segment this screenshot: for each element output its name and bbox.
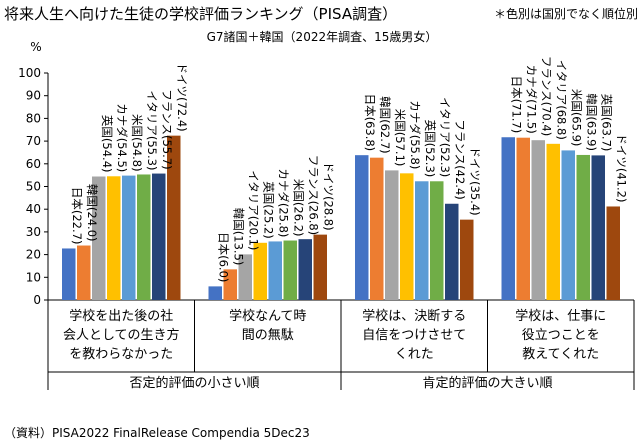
bar-data-label: フランス(70.4) xyxy=(539,56,553,136)
bar-data-label: 米国(54.8) xyxy=(130,114,144,172)
bar-data-label: 米国(26.2) xyxy=(291,179,305,237)
bar xyxy=(400,173,414,300)
y-tick-label: 20 xyxy=(26,248,41,262)
category-label: を教わらなかった xyxy=(69,346,173,362)
bar xyxy=(208,286,222,300)
category-label: 教えてくれた xyxy=(522,346,599,362)
bar-data-label: イタリア(20.1) xyxy=(246,170,260,250)
bar-data-label: ドイツ(35.4) xyxy=(468,147,482,216)
bar-data-label: ドイツ(28.8) xyxy=(321,162,335,231)
bar-data-label: 韓国(62.7) xyxy=(378,96,392,154)
bar-data-label: 韓国(24.0) xyxy=(85,184,99,242)
bar-data-label: 日本(6.0) xyxy=(216,232,230,282)
bar-data-label: 英国(54.4) xyxy=(100,115,114,173)
bar-data-label: 英国(25.2) xyxy=(261,181,275,239)
bar xyxy=(137,174,151,300)
bar-data-label: 日本(63.8) xyxy=(363,94,377,152)
bar xyxy=(531,140,545,300)
group-label: 肯定的評価の大きい順 xyxy=(422,375,552,391)
bar xyxy=(606,206,620,300)
chart-title: 将来人生へ向けた生徒の学校評価ランキング（PISA調査） xyxy=(4,5,398,23)
bar-data-label: フランス(55.7) xyxy=(160,89,174,169)
bar xyxy=(445,203,459,300)
bar xyxy=(167,135,181,300)
color-note: ＊色別は国別でなく順位別 xyxy=(493,7,638,21)
bar xyxy=(92,176,106,300)
chart-subtitle: G7諸国＋韓国（2022年調査、15歳男女） xyxy=(206,30,438,44)
y-axis-unit-label: % xyxy=(30,40,41,54)
y-tick-label: 40 xyxy=(26,202,41,216)
bar xyxy=(561,150,575,300)
bar xyxy=(77,245,91,300)
bar-data-label: 英国(63.7) xyxy=(599,94,613,152)
category-label: 自信をつけさせて xyxy=(362,328,466,343)
bar-data-label: 韓国(13.5) xyxy=(231,208,245,266)
bar xyxy=(223,269,237,300)
category-label: 学校は、決断する xyxy=(362,308,466,324)
bar xyxy=(313,234,327,300)
bar xyxy=(546,143,560,300)
y-tick-label: 100 xyxy=(18,66,41,80)
bar xyxy=(430,181,444,300)
bar xyxy=(268,241,282,300)
bar xyxy=(253,242,267,300)
source-note: （資料）PISA2022 FinalRelease Compendia 5Dec… xyxy=(4,426,310,440)
y-tick-label: 50 xyxy=(26,180,41,194)
bar-data-label: 韓国(63.9) xyxy=(584,93,598,151)
bar-data-label: カナダ(71.5) xyxy=(524,65,538,134)
bar-data-label: イタリア(52.3) xyxy=(438,97,452,177)
bar xyxy=(516,137,530,300)
y-tick-label: 90 xyxy=(26,89,41,103)
bar xyxy=(591,155,605,300)
y-tick-label: 30 xyxy=(26,225,41,239)
category-label: くれた xyxy=(395,347,434,362)
bar xyxy=(238,254,252,300)
y-tick-label: 70 xyxy=(26,134,41,148)
label-layer: 日本(22.7) 韓国(24.0)英国(54.4) カナダ(54.5) 米国(54.8… xyxy=(63,56,628,391)
group-label: 否定的評価の小さい順 xyxy=(129,375,259,391)
bar xyxy=(415,181,429,300)
bar-data-label: フランス(42.4) xyxy=(453,119,467,199)
bar xyxy=(385,170,399,300)
bar-data-label: ドイツ(72.4) xyxy=(175,63,189,132)
bar xyxy=(122,175,136,300)
bar-data-label: カナダ(25.8) xyxy=(276,168,290,237)
bar-data-label: 日本(22.7) xyxy=(70,187,84,245)
bar xyxy=(460,219,474,300)
bar-data-label: 米国(65.9) xyxy=(569,89,583,147)
y-tick-label: 80 xyxy=(26,111,41,125)
bar xyxy=(298,239,312,300)
bar xyxy=(62,248,76,300)
bar xyxy=(576,154,590,300)
bar xyxy=(283,240,297,300)
category-label: 学校なんて時 xyxy=(229,308,306,324)
bar xyxy=(355,155,369,300)
bar-data-label: 日本(71.7) xyxy=(509,76,523,134)
category-label: 会人としての生き方 xyxy=(63,327,180,343)
bar-data-label: フランス(26.8) xyxy=(306,155,320,235)
bar-layer xyxy=(62,135,620,300)
bar-data-label: カナダ(55.8) xyxy=(408,100,422,169)
bar-data-label: 米国(57.1) xyxy=(393,109,407,167)
category-label: 学校を出た後の社 xyxy=(69,308,173,324)
y-tick-label: 10 xyxy=(26,270,41,284)
category-label: 役立つことを xyxy=(522,328,600,343)
bar xyxy=(107,176,121,300)
y-tick-label: 0 xyxy=(33,293,41,307)
y-tick-label: 60 xyxy=(26,157,41,171)
bar xyxy=(501,137,515,300)
bar xyxy=(370,157,384,300)
bar-data-label: ドイツ(41.2) xyxy=(614,133,628,202)
bar xyxy=(152,173,166,300)
bar-data-label: 英国(52.3) xyxy=(423,120,437,178)
bar-data-label: カナダ(54.5) xyxy=(115,103,129,172)
bar-data-label: イタリア(55.3) xyxy=(145,90,159,170)
category-label: 学校は、仕事に xyxy=(515,308,606,324)
category-label: 間の無駄 xyxy=(242,328,294,343)
axis-layer: 0 10 20 30 40 50 60 70 80 90 100% xyxy=(18,40,635,390)
bar-data-label: イタリア(68.8) xyxy=(554,60,568,140)
